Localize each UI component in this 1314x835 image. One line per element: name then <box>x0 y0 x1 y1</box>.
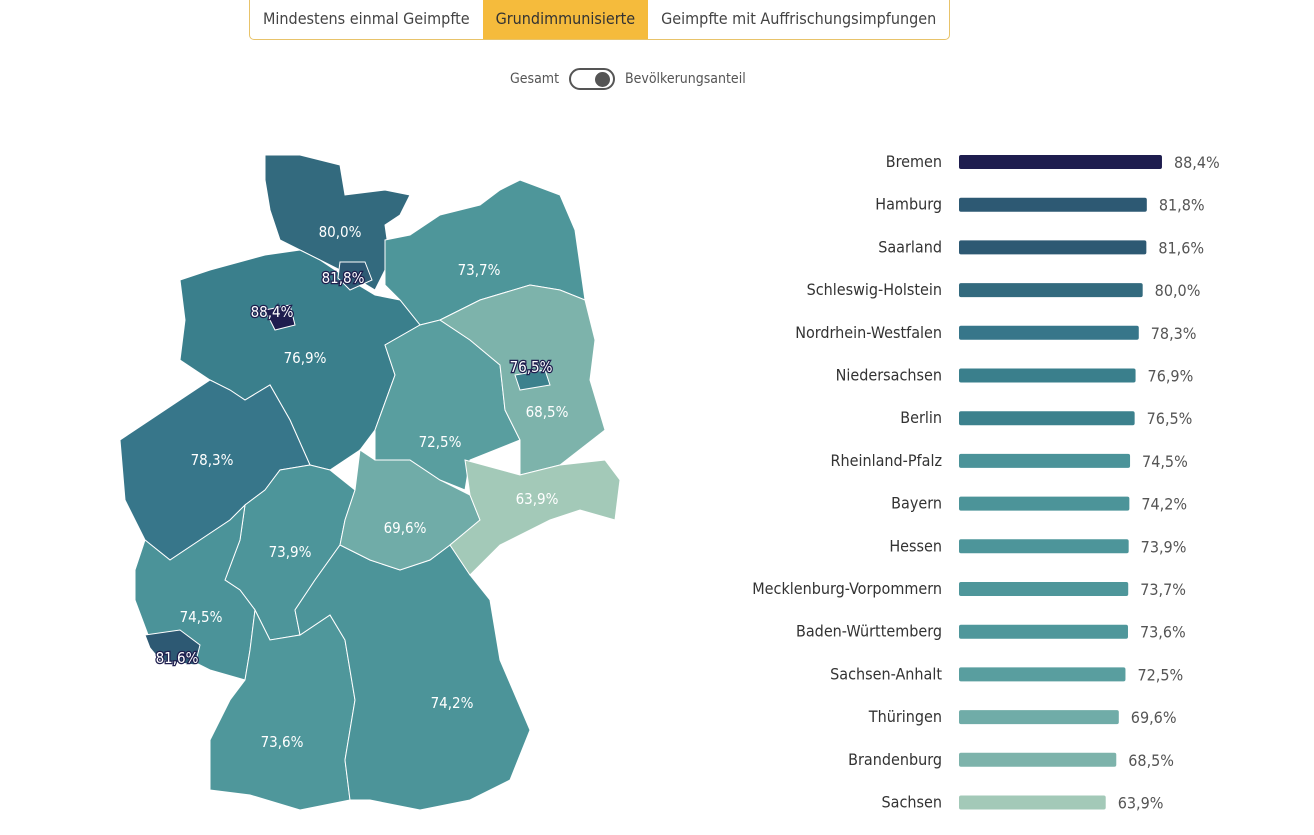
bar[interactable] <box>959 795 1106 810</box>
bar[interactable] <box>959 453 1131 468</box>
bar[interactable] <box>959 368 1136 383</box>
state-sachsen[interactable] <box>449 459 621 576</box>
bar-label: Thüringen <box>868 707 942 726</box>
map-label-baden-wuerttemberg: 73,6% <box>261 733 304 751</box>
bar[interactable] <box>959 752 1117 767</box>
bar[interactable] <box>959 539 1129 554</box>
bar-label: Sachsen-Anhalt <box>830 664 942 683</box>
map-label-sachsen: 63,9% <box>516 490 559 508</box>
bar-label: Brandenburg <box>848 750 942 769</box>
bar-value: 63,9% <box>1118 794 1164 813</box>
bar-value: 74,2% <box>1141 495 1187 514</box>
germany-map: 80,0% 73,7% 76,9% 78,3% 73,9% 74,5% 73,6% 74,2%… <box>119 154 621 811</box>
bar-label: Schleswig-Holstein <box>807 280 942 299</box>
toggle-knob <box>595 72 610 87</box>
map-label-sachsen-anhalt: 72,5% <box>419 433 462 451</box>
bar-value: 69,6% <box>1131 708 1177 727</box>
bar-value: 80,0% <box>1155 281 1201 300</box>
state-saarland[interactable] <box>144 629 201 666</box>
bar-value: 81,8% <box>1159 196 1205 215</box>
map-label-niedersachsen: 76,9% <box>284 349 327 367</box>
bar-label: Hamburg <box>875 195 942 214</box>
bar-label: Mecklenburg-Vorpommern <box>752 579 942 598</box>
bar[interactable] <box>959 240 1147 255</box>
bar-value: 74,5% <box>1142 452 1188 471</box>
bar-label: Niedersachsen <box>836 366 942 385</box>
toggle-label-total: Gesamt <box>510 71 559 87</box>
bar-label: Saarland <box>878 237 942 256</box>
bar[interactable] <box>959 582 1129 596</box>
tab-fully-vaccinated[interactable]: Grundimmunisierte <box>482 0 649 39</box>
bar[interactable] <box>959 710 1119 725</box>
map-label-brandenburg: 68,5% <box>526 403 569 421</box>
bar-value: 76,5% <box>1147 409 1193 428</box>
bar[interactable] <box>959 496 1130 511</box>
map-label-nordrhein-westfalen: 78,3% <box>191 451 234 469</box>
bar[interactable] <box>959 155 1162 169</box>
bar-value: 76,9% <box>1148 367 1194 386</box>
bar-label: Sachsen <box>882 793 942 812</box>
bar-label: Nordrhein-Westfalen <box>795 323 942 342</box>
tab-booster[interactable]: Geimpfte mit Auffrischungsimpfungen <box>661 9 937 28</box>
bar[interactable] <box>959 197 1147 212</box>
map-label-schleswig-holstein: 80,0% <box>319 223 362 241</box>
map-label-bremen: 88,4% <box>251 303 294 321</box>
toggle-switch[interactable] <box>569 68 615 90</box>
bar-label: Rheinland-Pfalz <box>830 451 942 470</box>
state-bremen[interactable] <box>264 304 296 331</box>
bar-label: Bremen <box>886 152 942 171</box>
bar-label: Berlin <box>900 408 942 427</box>
metric-tabs: Mindestens einmal Geimpfte Grundimmunisi… <box>249 0 951 40</box>
bar-value: 73,6% <box>1140 623 1186 642</box>
bar[interactable] <box>959 411 1135 426</box>
bar-value: 68,5% <box>1128 751 1174 770</box>
bar[interactable] <box>959 325 1139 340</box>
map-label-saarland: 81,6% <box>156 649 199 667</box>
bar-value: 72,5% <box>1137 665 1183 684</box>
state-berlin[interactable] <box>514 369 551 391</box>
state-hamburg[interactable] <box>337 261 373 291</box>
bar[interactable] <box>959 283 1143 298</box>
bar-label: Baden-Württemberg <box>796 622 942 641</box>
bar-value: 73,9% <box>1141 537 1187 556</box>
map-label-bayern: 74,2% <box>431 694 474 712</box>
bar-value: 78,3% <box>1151 324 1197 343</box>
map-label-thueringen: 69,6% <box>384 519 427 537</box>
bar-value: 81,6% <box>1158 238 1204 257</box>
map-label-hessen: 73,9% <box>269 543 312 561</box>
toggle-label-share: Bevölkerungsanteil <box>625 71 746 87</box>
display-toggle: Gesamt Bevölkerungsanteil <box>510 68 746 90</box>
bar-label: Bayern <box>891 494 942 513</box>
bar-value: 88,4% <box>1174 153 1220 172</box>
bar-value: 73,7% <box>1140 580 1186 599</box>
map-label-berlin: 76,5% <box>510 358 553 376</box>
map-label-rheinland-pfalz: 74,5% <box>180 608 223 626</box>
bar[interactable] <box>959 624 1128 639</box>
map-label-mecklenburg-vorpommern: 73,7% <box>458 261 501 279</box>
tab-first-dose[interactable]: Mindestens einmal Geimpfte <box>263 9 470 28</box>
bar[interactable] <box>959 667 1126 682</box>
map-label-hamburg: 81,8% <box>322 269 365 287</box>
bar-label: Hessen <box>889 536 942 555</box>
